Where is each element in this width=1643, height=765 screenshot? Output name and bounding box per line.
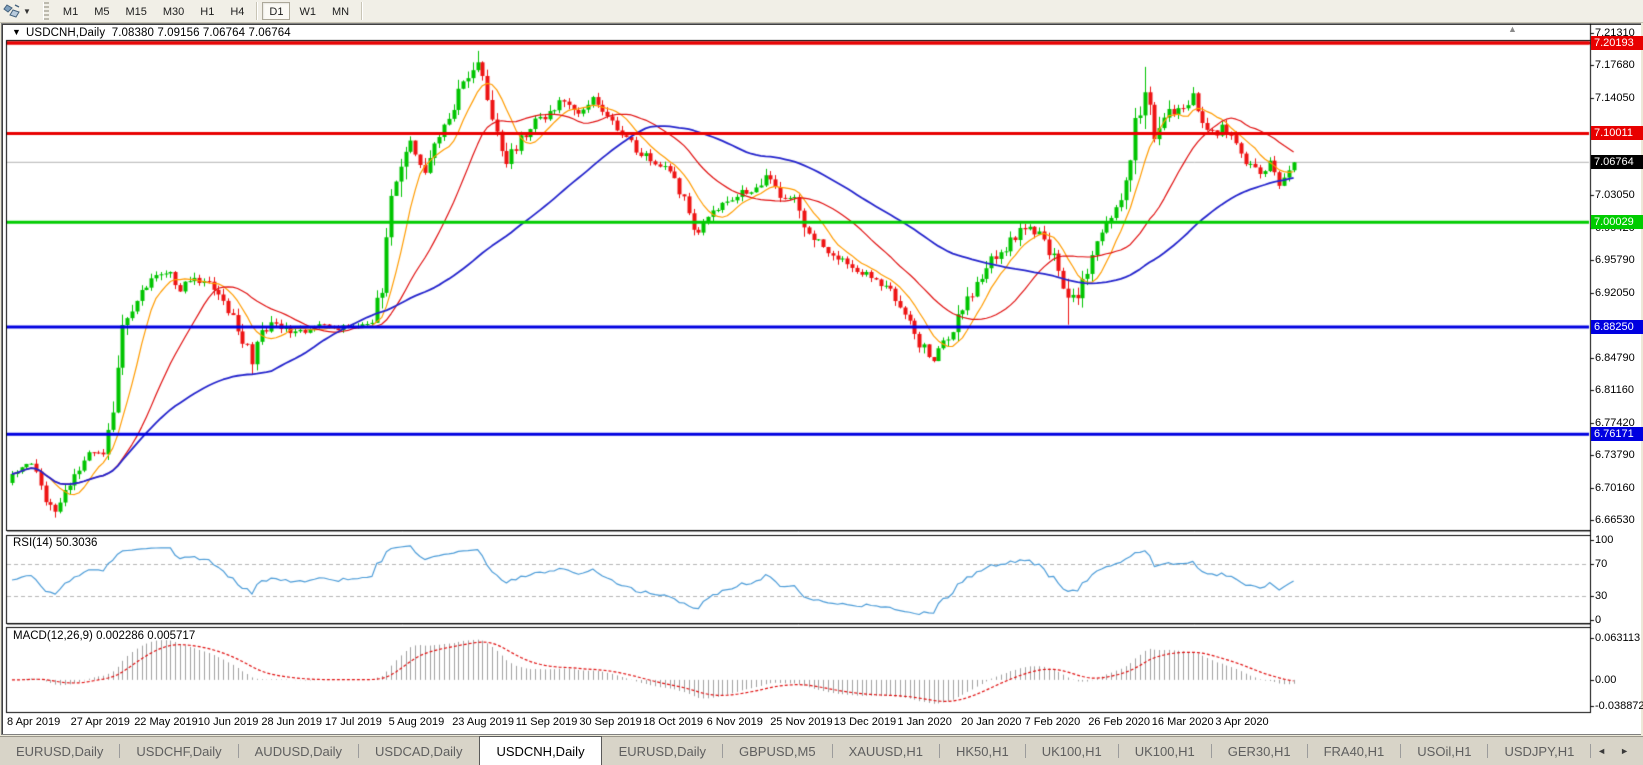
price-line-label-support-blue-lower[interactable]: 6.76171 [1591, 427, 1643, 442]
tab-usdchf-daily[interactable]: USDCHF,Daily [136, 743, 222, 759]
rsi-tick-label: 100 [1595, 534, 1614, 546]
tab-separator [358, 744, 360, 758]
chart-header: ▼ USDCNH,Daily 7.08380 7.09156 7.06764 7.… [12, 27, 291, 39]
macd-panel-title: MACD(12,26,9) 0.002286 0.005717 [13, 630, 195, 642]
price-tick-label: 7.03050 [1595, 189, 1635, 202]
macd-tick-label: 0.00 [1595, 673, 1617, 686]
date-tick-label: 10 Jun 2019 [197, 716, 259, 728]
tab-fra40-h1[interactable]: FRA40,H1 [1323, 743, 1385, 759]
tab-separator [1400, 744, 1402, 758]
tab-usdcnh-daily[interactable]: USDCNH,Daily [479, 736, 602, 765]
rsi-tick-label: 70 [1595, 558, 1608, 570]
tab-separator [119, 744, 121, 758]
price-line-label-support-green[interactable]: 7.00029 [1591, 215, 1643, 230]
chart-tabs: EURUSD,Daily USDCHF,Daily AUDUSD,Daily USDC… [0, 736, 1592, 765]
tab-uk100-h1[interactable]: UK100,H1 [1134, 743, 1195, 759]
tab-separator [1117, 744, 1119, 758]
rsi-value: 50.3036 [55, 537, 98, 549]
tab-separator [237, 744, 239, 758]
price-tick-label: 6.92050 [1595, 287, 1635, 300]
price-line-label-resistance-upper[interactable]: 7.20193 [1591, 35, 1643, 50]
date-tick-label: 3 Apr 2020 [1215, 716, 1269, 728]
tab-separator [721, 744, 723, 758]
tab-eurusd-daily[interactable]: EURUSD,Daily [16, 743, 104, 759]
tab-usdcad-daily[interactable]: USDCAD,Daily [375, 743, 463, 759]
price-tick-label: 6.77420 [1595, 417, 1635, 430]
chart-symbol-title: USDCNH,Daily [26, 27, 106, 39]
date-tick-label: 6 Nov 2019 [706, 716, 763, 728]
price-tick-label: 6.66530 [1595, 514, 1635, 526]
date-tick-label: 26 Feb 2020 [1088, 716, 1150, 728]
date-tick-label: 7 Feb 2020 [1024, 716, 1081, 728]
tab-separator [938, 744, 940, 758]
tab-scroll-left-icon[interactable]: ◄ [1597, 746, 1607, 756]
tab-separator [1306, 744, 1308, 758]
chart-shift-marker-icon[interactable]: ▲ [1508, 24, 1517, 34]
macd-tick-label: 0.063113 [1595, 631, 1641, 644]
date-tick-label: 25 Nov 2019 [770, 716, 833, 728]
tab-scroll-right-icon[interactable]: ► [1620, 746, 1629, 756]
macd-tick-label: -0.038872 [1595, 699, 1643, 712]
price-tick-label: 7.14050 [1595, 91, 1635, 104]
date-tick-label: 20 Jan 2020 [961, 716, 1022, 728]
rsi-tick-label: 0 [1595, 614, 1602, 626]
date-tick-label: 18 Oct 2019 [643, 716, 703, 728]
date-tick-label: 30 Sep 2019 [579, 716, 642, 728]
tab-separator [1487, 744, 1489, 758]
tab-separator [1590, 744, 1592, 758]
date-tick-label: 23 Aug 2019 [452, 716, 514, 728]
tab-separator [831, 744, 833, 758]
date-tick-label: 13 Dec 2019 [833, 716, 897, 728]
chart-tabs-bar: EURUSD,Daily USDCHF,Daily AUDUSD,Daily USDC… [0, 736, 1643, 765]
tab-gbpusd-m5[interactable]: GBPUSD,M5 [738, 743, 816, 759]
date-tick-label: 8 Apr 2019 [7, 716, 61, 728]
price-line-label-current-price[interactable]: 7.06764 [1591, 155, 1643, 170]
tab-uk100-h1[interactable]: UK100,H1 [1041, 743, 1102, 759]
price-tick-label: 6.95790 [1595, 253, 1635, 266]
price-tick-label: 6.81160 [1595, 383, 1634, 396]
price-line-label-resistance[interactable]: 7.10011 [1591, 126, 1643, 141]
date-tick-label: 1 Jan 2020 [897, 716, 952, 728]
tab-ger30-h1[interactable]: GER30,H1 [1227, 743, 1291, 759]
price-tick-label: 6.84790 [1595, 351, 1635, 364]
date-tick-label: 16 Mar 2020 [1151, 716, 1214, 728]
tab-separator [1024, 744, 1026, 758]
tab-scroll-arrows: ◄ ► [1597, 737, 1643, 765]
date-tick-label: 28 Jun 2019 [261, 716, 322, 728]
price-tick-label: 6.73790 [1595, 449, 1635, 462]
tab-eurusd-daily[interactable]: EURUSD,Daily [618, 743, 706, 759]
date-tick-label: 5 Aug 2019 [388, 716, 445, 728]
date-tick-label: 22 May 2019 [134, 716, 198, 728]
tab-usdjpy-h1[interactable]: USDJPY,H1 [1504, 743, 1575, 759]
macd-values: 0.002286 0.005717 [96, 630, 196, 642]
chart-ohlc-values: 7.08380 7.09156 7.06764 7.06764 [111, 27, 291, 39]
price-tick-label: 7.17680 [1595, 59, 1635, 72]
date-tick-label: 17 Jul 2019 [325, 716, 382, 728]
tab-audusd-daily[interactable]: AUDUSD,Daily [254, 743, 343, 759]
rsi-tick-label: 30 [1595, 590, 1608, 602]
price-tick-label: 6.70160 [1595, 481, 1635, 494]
chevron-down-icon[interactable]: ▼ [12, 27, 22, 37]
date-tick-label: 11 Sep 2019 [515, 716, 578, 728]
date-tick-label: 27 Apr 2019 [70, 716, 130, 728]
tab-hk50-h1[interactable]: HK50,H1 [955, 743, 1009, 759]
tab-separator [1210, 744, 1212, 758]
rsi-panel-title: RSI(14) 50.3036 [13, 537, 97, 549]
price-line-label-support-blue-upper[interactable]: 6.88250 [1591, 319, 1643, 334]
tab-xauusd-h1[interactable]: XAUUSD,H1 [848, 743, 923, 759]
rsi-label: RSI(14) [13, 537, 53, 549]
tab-usoil-h1[interactable]: USOil,H1 [1417, 743, 1472, 759]
macd-label: MACD(12,26,9) [13, 630, 93, 642]
